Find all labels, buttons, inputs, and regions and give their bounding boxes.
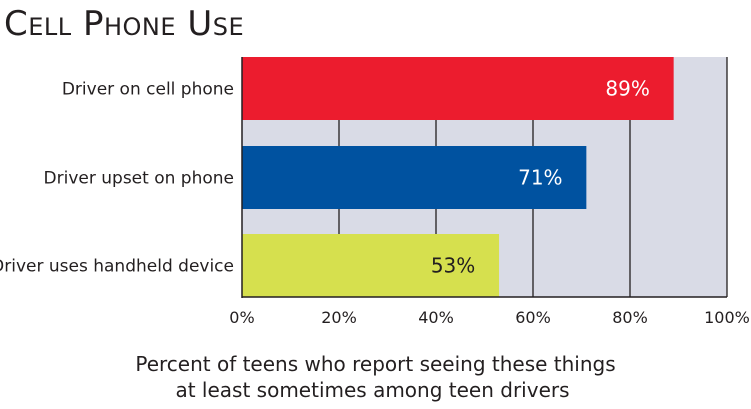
data-labels: 89% 71% 53% — [431, 77, 650, 278]
caption-line-2: at least sometimes among teen drivers — [175, 378, 570, 402]
category-labels: Driver on cell phone Driver upset on phon… — [0, 80, 234, 277]
chart-title: Cell Phone Use — [4, 4, 245, 44]
category-label-driver-uses-handheld-device: Driver uses handheld device — [0, 257, 234, 277]
bar-driver-upset-on-phone — [242, 146, 587, 209]
bars — [242, 57, 674, 297]
x-tick-label-20: 20% — [321, 308, 357, 327]
data-label-driver-upset-on-phone: 71% — [518, 166, 562, 190]
category-label-driver-on-cell-phone: Driver on cell phone — [62, 80, 234, 100]
x-tick-label-100: 100% — [704, 308, 750, 327]
data-label-driver-uses-handheld-device: 53% — [431, 254, 475, 278]
x-tick-label-80: 80% — [612, 308, 648, 327]
x-tick-labels: 0% 20% 40% 60% 80% 100% — [229, 308, 750, 327]
data-label-driver-on-cell-phone: 89% — [605, 77, 649, 101]
category-label-driver-upset-on-phone: Driver upset on phone — [44, 169, 234, 189]
bar-driver-on-cell-phone — [242, 57, 674, 120]
bar-driver-uses-handheld-device — [242, 234, 500, 297]
x-tick-label-0: 0% — [229, 308, 254, 327]
x-tick-label-60: 60% — [515, 308, 551, 327]
x-tick-label-40: 40% — [418, 308, 454, 327]
caption-line-1: Percent of teens who report seeing these… — [135, 352, 616, 376]
axes — [241, 57, 727, 298]
bar-chart: 89% 71% 53% Driver on cell phone Driver ups… — [0, 57, 750, 327]
